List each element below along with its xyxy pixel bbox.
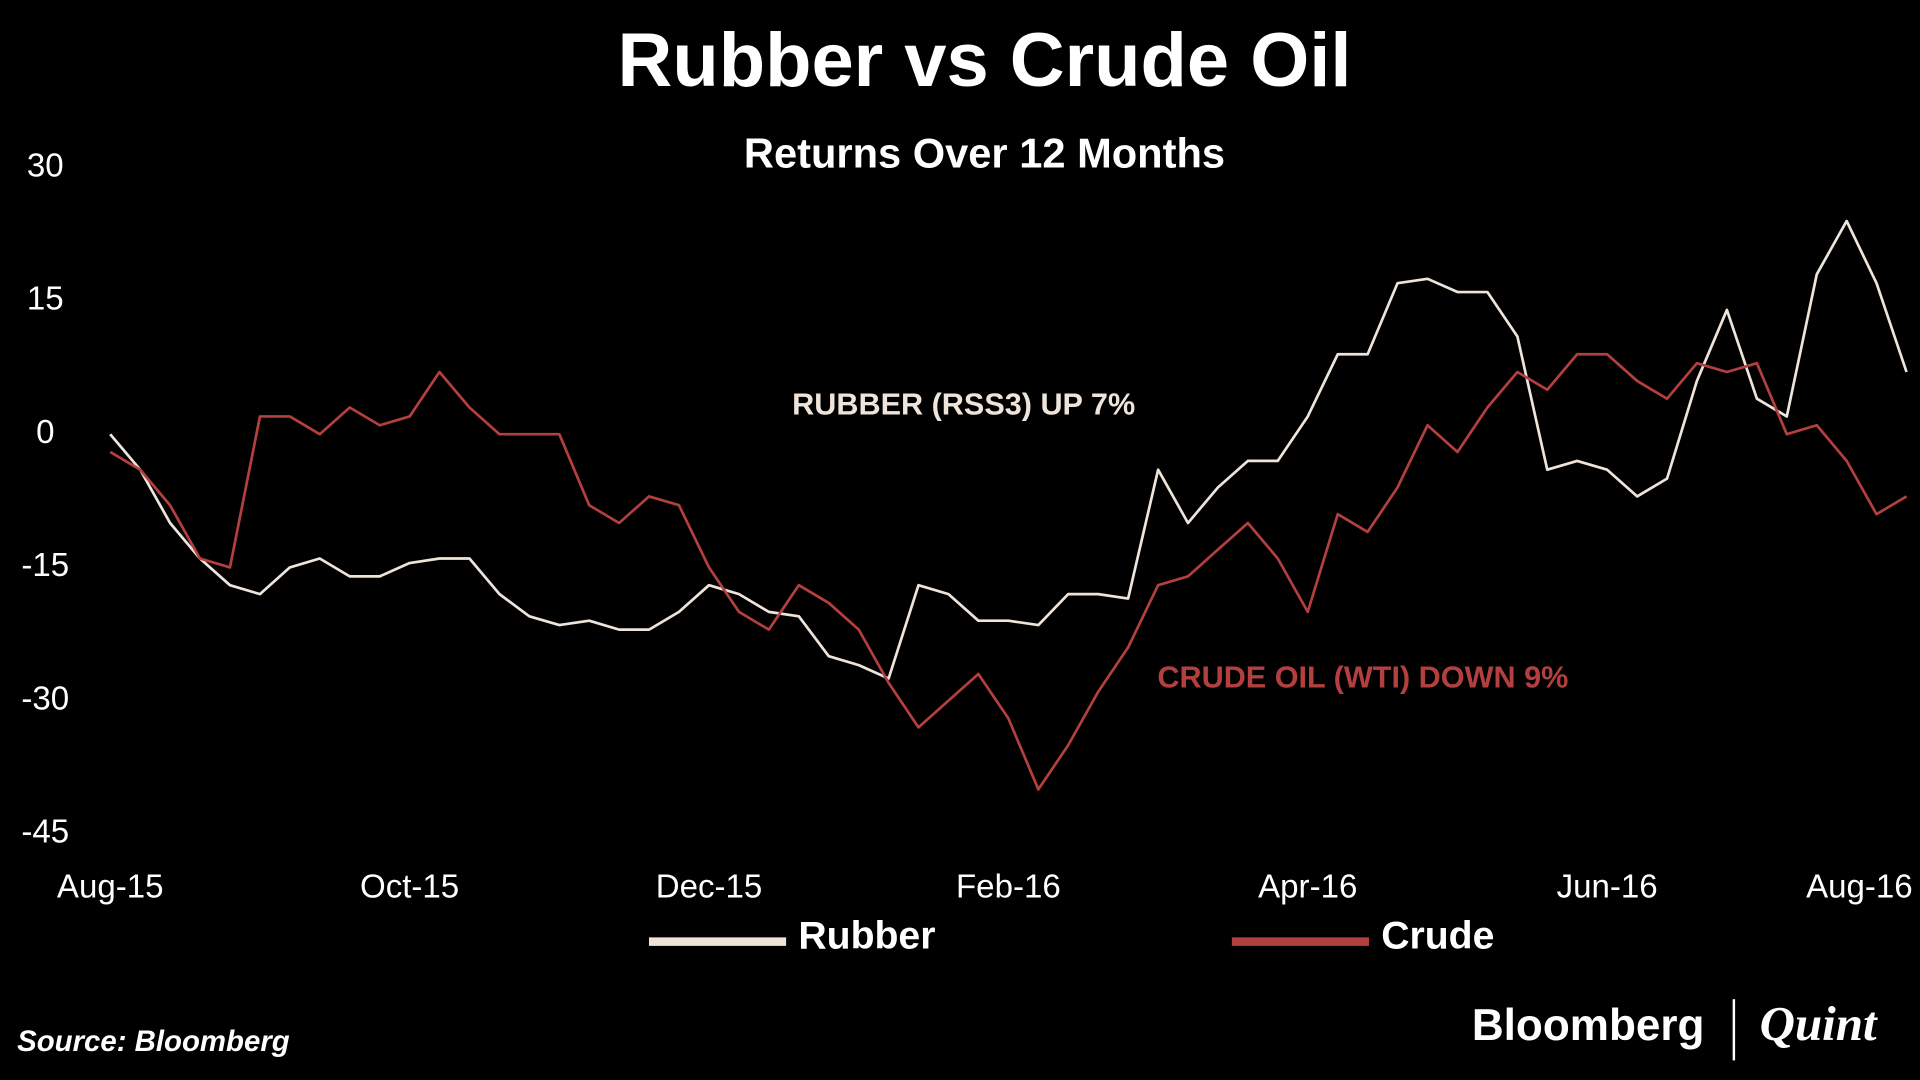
y-tick-label: -45 [21,814,69,851]
brand: Quint [1760,996,1878,1051]
y-tick-label: -15 [21,547,69,584]
brand: Bloomberg [1472,1001,1705,1050]
y-tick-label: 30 [27,147,64,184]
y-tick-label: 15 [27,281,64,318]
chart-subtitle: Returns Over 12 Months [744,130,1225,177]
series-line [109,352,1908,791]
x-tick-label: Dec-15 [656,869,763,906]
chart-title: Rubber vs Crude Oil [618,18,1352,103]
x-tick-label: Aug-16 [1806,869,1913,906]
y-tick-label: 0 [36,414,54,451]
annotation: RUBBER (RSS3) UP 7% [792,388,1135,422]
y-tick-label: -30 [21,680,69,717]
x-tick-label: Apr-16 [1258,869,1357,906]
legend-label: Crude [1381,914,1494,957]
legend-label: Rubber [798,914,935,957]
x-tick-label: Feb-16 [956,869,1061,906]
x-tick-label: Jun-16 [1557,869,1658,906]
x-tick-label: Aug-15 [57,869,164,906]
series-line [109,219,1908,680]
annotation: CRUDE OIL (WTI) DOWN 9% [1157,661,1568,695]
source: Source: Bloomberg [17,1025,290,1058]
x-tick-label: Oct-15 [360,869,459,906]
